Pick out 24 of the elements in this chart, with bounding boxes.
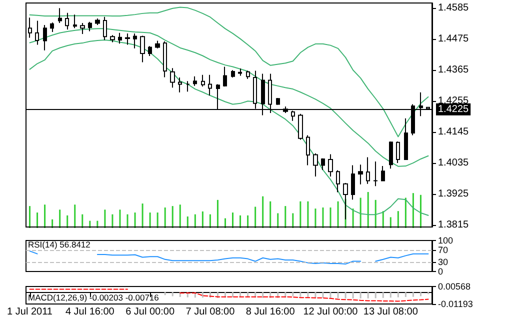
x-tick-label: 13 Jul 08:00	[363, 306, 418, 318]
y-tick-label: 1.3925	[438, 188, 470, 200]
ref-line-label: 1.4225	[438, 104, 470, 115]
y-tick-label: 1.4475	[438, 33, 470, 44]
x-tick-label: 12 Jul 00:00	[303, 306, 358, 318]
x-tick-label: 1 Jul 2011	[7, 306, 53, 318]
y-tick-label: 1.4255	[438, 95, 470, 106]
y-tick-label: 1.4145	[438, 126, 470, 138]
y-tick-label: 1.4585	[438, 2, 470, 14]
y-tick-label: 1.4365	[438, 64, 470, 76]
y-tick-label: 70	[438, 244, 448, 255]
y-tick-label: 100	[438, 236, 454, 246]
x-tick-label: 4 Jul 16:00	[65, 306, 115, 318]
x-tick-label: 7 Jul 08:00	[186, 306, 236, 318]
y-tick-label: 30	[438, 257, 448, 268]
y-tick-label: -0.01193	[438, 299, 473, 309]
text: MACD(12,26,9) -0.00203 -0.00716	[28, 292, 160, 302]
y-tick-label: 1.4035	[438, 157, 470, 168]
y-tick-label: 1.3815	[438, 220, 470, 230]
y-tick-label: 0.00568	[438, 282, 471, 292]
x-tick-label: 6 Jul 00:00	[126, 306, 175, 318]
x-tick-label: 8 Jul 16:00	[246, 306, 296, 318]
y-tick-label: 0	[438, 266, 444, 276]
chart-title: RSI(14) 56.8412	[28, 240, 91, 250]
